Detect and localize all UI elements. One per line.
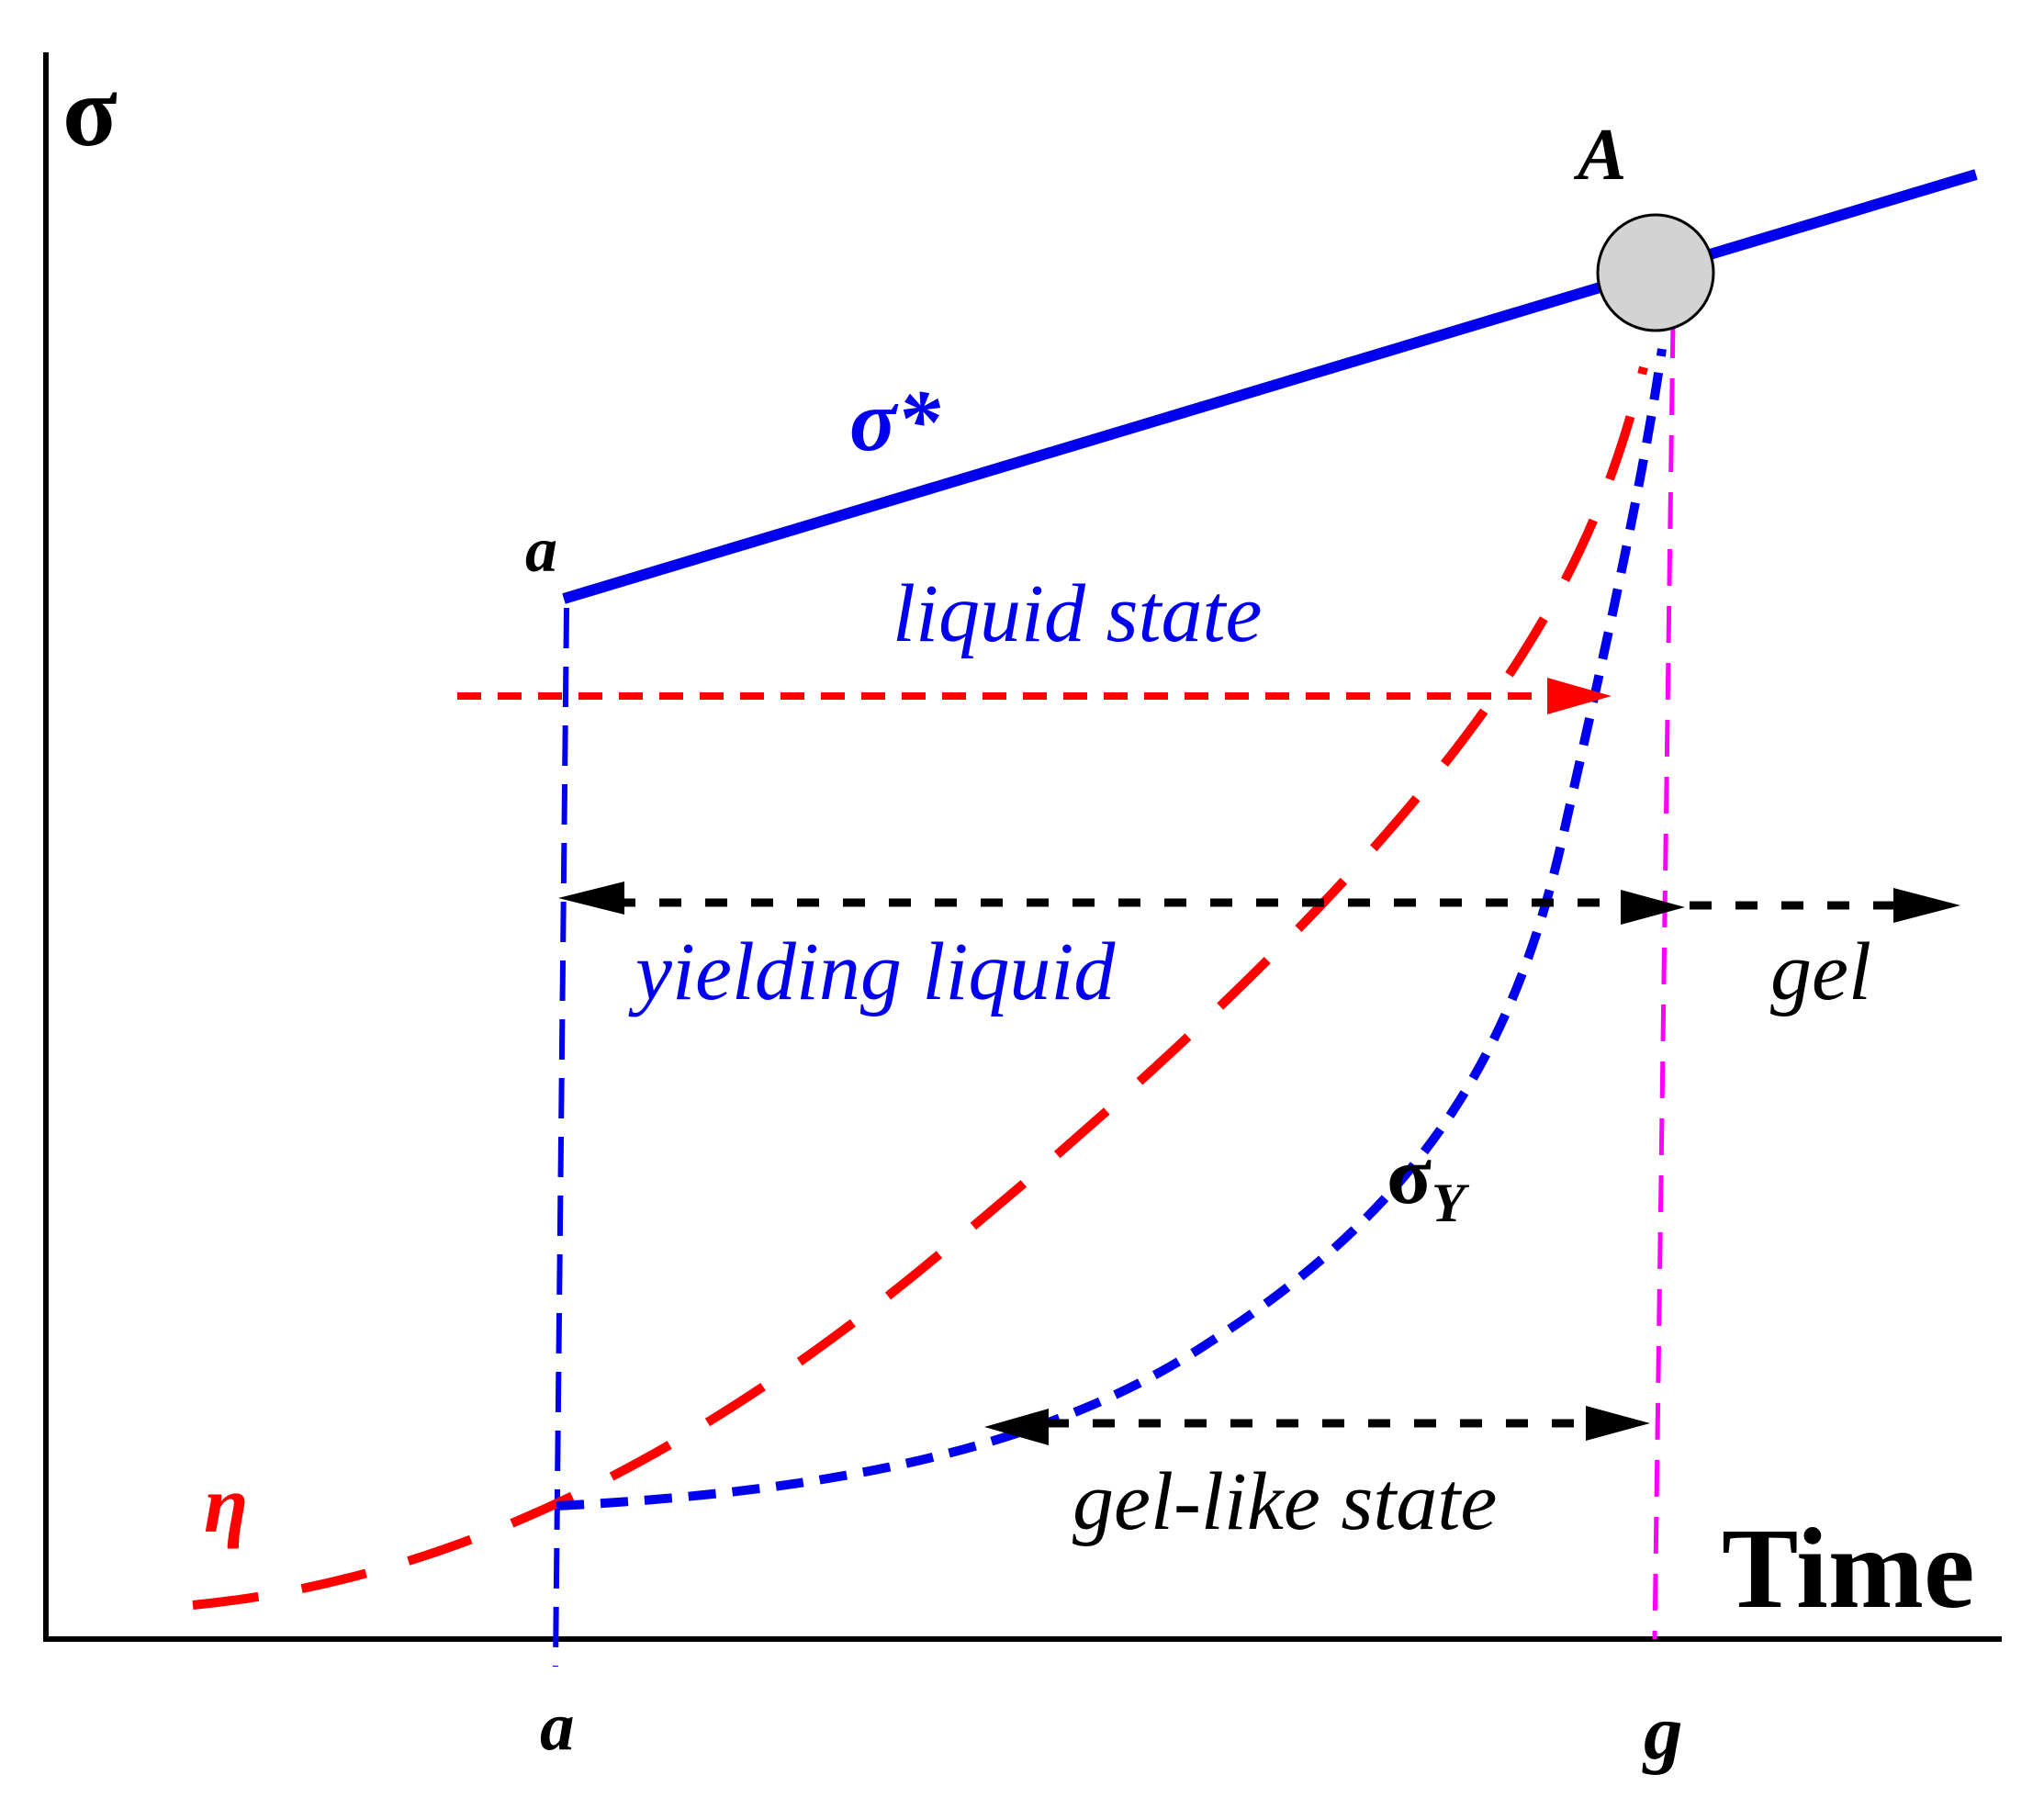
eta-curve (192, 365, 1648, 1610)
tick-label-a: a (540, 1689, 575, 1765)
sigma-y-label: σY (1387, 1130, 1470, 1233)
liquid-state-arrowhead (1547, 678, 1612, 714)
sigma-star-line (562, 169, 1978, 604)
sigma-y-curve (556, 348, 1667, 1511)
gel-arrowhead (1893, 888, 1960, 923)
gel-like-left-arrowhead (984, 1409, 1049, 1445)
gel-like-state-label: gel-like state (1073, 1456, 1497, 1547)
gel-like-state-arrow (984, 1406, 1650, 1445)
a-upper-label: a (525, 515, 557, 586)
a-vertical-dashed-line (553, 607, 569, 1668)
sigma-star-label: σ* (849, 372, 940, 469)
yielding-right-arrowhead (1621, 890, 1685, 925)
gel-arrow (1690, 888, 1960, 923)
sigma-y-main: σ (1387, 1130, 1432, 1221)
x-axis-label: Time (1722, 1506, 1974, 1633)
gel-like-right-arrowhead (1586, 1406, 1650, 1441)
gel-point-vertical-line (1652, 320, 1676, 1640)
eta-label: η (204, 1461, 248, 1550)
gel-label: gel (1770, 927, 1871, 1017)
yielding-left-arrowhead (558, 882, 624, 915)
yielding-liquid-label: yielding liquid (628, 927, 1116, 1017)
liquid-state-arrow (457, 678, 1612, 714)
tick-label-g: g (1642, 1690, 1683, 1776)
liquid-state-label: liquid state (893, 568, 1263, 659)
yielding-liquid-arrow (558, 882, 1685, 925)
axes (43, 52, 2002, 1642)
sigma-y-subscript: Y (1432, 1173, 1470, 1233)
y-axis-label: σ (62, 55, 118, 167)
point-a-label: A (1573, 115, 1626, 196)
point-a-marker (1596, 213, 1715, 332)
